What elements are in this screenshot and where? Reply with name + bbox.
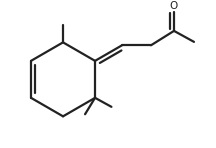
Text: O: O bbox=[170, 1, 178, 11]
